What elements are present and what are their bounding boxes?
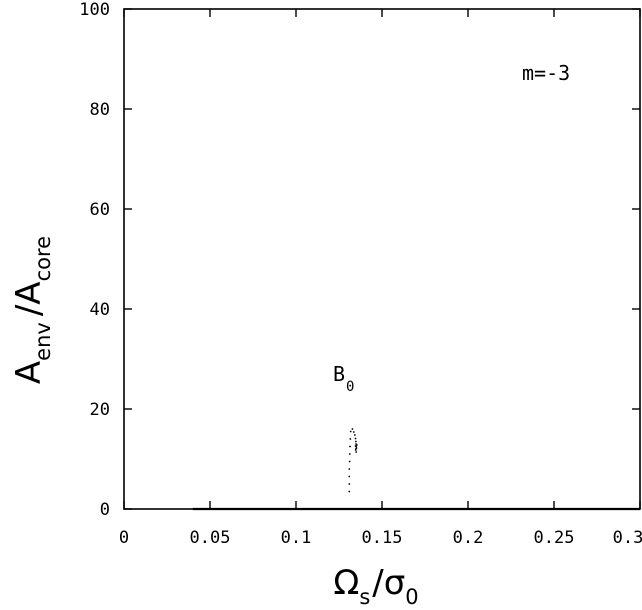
data-point bbox=[353, 434, 356, 436]
x-tick-label: 0.3 bbox=[613, 528, 642, 548]
x-tick-label: 0.25 bbox=[534, 528, 575, 548]
data-point bbox=[348, 490, 351, 493]
data-point bbox=[348, 483, 351, 485]
data-point bbox=[354, 440, 357, 443]
y-tick-label: 100 bbox=[79, 0, 110, 20]
data-point bbox=[354, 445, 357, 447]
x-tick-label: 0.2 bbox=[453, 528, 484, 548]
data-point bbox=[352, 431, 355, 433]
axis-ticks: 0 0.05 0.1 0.15 0.2 0.25 0.3 0 20 40 60 80 100 bbox=[79, 0, 642, 548]
panel-annotation: m=-3 bbox=[522, 61, 570, 85]
x-tick-label: 0.05 bbox=[190, 528, 231, 548]
x-axis-label: Ωs/σ0 bbox=[333, 563, 418, 609]
y-tick-label: 40 bbox=[90, 300, 110, 320]
data-point bbox=[355, 447, 358, 449]
data-point bbox=[349, 430, 352, 433]
x-tick-label: 0.1 bbox=[281, 528, 312, 548]
point-annotation: B0 bbox=[333, 362, 354, 395]
y-tick-label: 60 bbox=[90, 200, 110, 220]
data-point bbox=[348, 460, 351, 463]
x-tick-label: 0.15 bbox=[362, 528, 403, 548]
data-point bbox=[355, 451, 358, 453]
y-tick-label: 0 bbox=[100, 500, 110, 520]
data-point bbox=[351, 428, 354, 430]
y-tick-label: 20 bbox=[90, 400, 110, 420]
y-tick-label: 80 bbox=[90, 100, 110, 120]
data-point bbox=[355, 444, 358, 446]
data-point bbox=[349, 438, 352, 440]
y-axis-label: Aenv/Acore bbox=[9, 236, 55, 384]
data-point bbox=[354, 437, 357, 440]
data-point bbox=[354, 449, 357, 451]
data-point bbox=[348, 475, 351, 478]
data-points bbox=[192, 428, 640, 511]
data-point bbox=[349, 445, 351, 448]
data-point bbox=[348, 453, 351, 455]
data-point bbox=[348, 468, 351, 470]
x-tick-label: 0 bbox=[119, 528, 129, 548]
